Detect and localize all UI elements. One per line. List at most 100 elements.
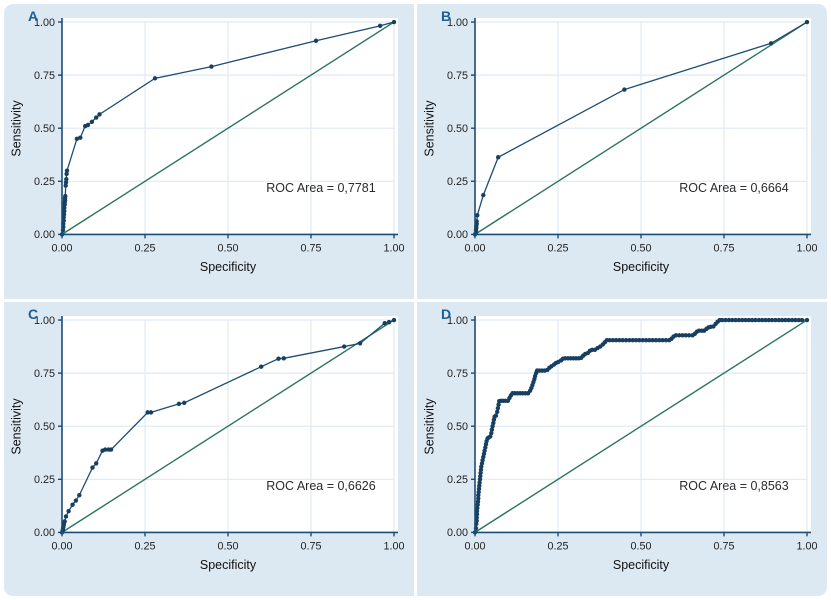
- data-point: [89, 119, 95, 125]
- data-point: [617, 337, 622, 342]
- y-axis-title: Sensitivity: [422, 100, 437, 157]
- data-point: [481, 192, 486, 198]
- data-point: [496, 155, 501, 160]
- x-tick-label: 0.50: [631, 242, 652, 254]
- data-point: [477, 476, 483, 482]
- x-tick-label: 0.50: [631, 540, 652, 552]
- data-point: [61, 212, 67, 217]
- y-tick-label: 0.25: [34, 474, 55, 486]
- data-point: [66, 508, 71, 513]
- data-point: [182, 400, 187, 405]
- data-point: [756, 317, 762, 322]
- data-point: [478, 467, 484, 472]
- y-tick-label: 1.00: [447, 17, 468, 29]
- x-axis-title: Specificity: [612, 260, 670, 274]
- data-point: [94, 115, 99, 120]
- x-tick-label: 1.00: [384, 242, 405, 254]
- data-point: [804, 317, 810, 322]
- data-point: [281, 355, 286, 360]
- data-point: [496, 401, 501, 407]
- data-point: [489, 426, 495, 432]
- roc-panel-d: D 0.00 0.25 0.50 0.75 1.00 0.00 0.25 0.50 0.75 1.…: [417, 301, 827, 596]
- data-point: [70, 502, 75, 507]
- x-tick-label: 0.75: [714, 242, 735, 254]
- data-point: [683, 332, 688, 338]
- data-point: [657, 337, 662, 342]
- data-point: [607, 337, 612, 342]
- data-point: [77, 492, 82, 497]
- data-point: [495, 409, 500, 414]
- data-point: [63, 193, 68, 199]
- data-point: [259, 364, 264, 369]
- roc-panel-b: B 0.00 0.25 0.50 0.75 1.00 0.00 0.25 0.50 0.75 1.…: [417, 4, 827, 299]
- data-point: [85, 122, 91, 128]
- data-point: [799, 317, 805, 322]
- reference-diagonal: [61, 318, 395, 533]
- x-tick-label: 0.00: [465, 242, 486, 254]
- roc-panel-c: C 0.00 0.25 0.50 0.75 1.00 0.00 0.25 0.50 0.75 1.…: [4, 301, 414, 596]
- data-point: [743, 317, 748, 322]
- y-tick-label: 0.75: [34, 70, 55, 82]
- data-point: [804, 19, 810, 25]
- roc-figure: A 0.00 0.25 0.50 0.75 1.00 0.00 0.25 0.50 0.75 1.…: [4, 4, 827, 596]
- data-point: [640, 337, 645, 342]
- data-point: [74, 136, 80, 142]
- y-tick-label: 0.75: [447, 367, 468, 379]
- x-tick-label: 0.25: [135, 242, 156, 254]
- data-point: [750, 317, 755, 322]
- data-point: [753, 317, 758, 322]
- data-point: [476, 492, 481, 497]
- data-point: [357, 340, 363, 346]
- y-tick-label: 1.00: [447, 314, 468, 326]
- data-point: [622, 87, 627, 92]
- data-point: [73, 497, 79, 503]
- roc-chart-b: 0.00 0.25 0.50 0.75 1.00 0.00 0.25 0.50 0.75 1.00: [447, 17, 817, 255]
- data-point: [63, 513, 69, 519]
- data-point: [760, 317, 765, 322]
- data-point: [637, 337, 642, 342]
- data-point: [779, 317, 785, 322]
- data-point: [63, 180, 69, 185]
- x-axis-title: Specificity: [199, 260, 257, 274]
- data-point: [733, 317, 738, 322]
- data-point: [746, 317, 752, 322]
- data-point: [720, 317, 725, 322]
- x-tick-label: 0.75: [301, 540, 322, 552]
- data-point: [647, 337, 652, 342]
- data-point: [789, 317, 795, 322]
- y-tick-label: 0.50: [34, 421, 55, 433]
- data-point: [476, 495, 481, 501]
- data-point: [474, 511, 480, 517]
- data-point: [386, 319, 392, 324]
- data-point: [342, 343, 347, 349]
- data-point: [650, 337, 655, 342]
- data-point: [610, 337, 615, 342]
- data-point: [148, 409, 154, 415]
- data-point: [776, 317, 781, 322]
- x-tick-label: 0.00: [465, 540, 486, 552]
- data-point: [783, 317, 788, 322]
- data-point: [643, 337, 649, 342]
- y-tick-label: 0.25: [447, 474, 468, 486]
- data-point: [145, 409, 150, 415]
- y-tick-label: 1.00: [34, 314, 55, 326]
- y-tick-label: 0.00: [34, 229, 55, 241]
- x-axis-title: Specificity: [612, 557, 670, 572]
- data-point: [64, 171, 69, 177]
- data-point: [627, 337, 632, 342]
- data-point: [736, 317, 742, 322]
- data-point: [663, 337, 669, 342]
- data-point: [476, 489, 481, 494]
- data-point: [773, 317, 778, 322]
- reference-diagonal: [61, 21, 395, 235]
- y-tick-label: 0.00: [447, 229, 468, 241]
- data-point: [740, 317, 745, 322]
- data-point: [488, 433, 493, 439]
- data-point: [726, 317, 732, 322]
- y-axis-title: Sensitivity: [9, 100, 24, 157]
- panel-letter-c: C: [28, 305, 39, 322]
- data-point: [377, 23, 383, 29]
- y-tick-label: 0.50: [447, 421, 468, 433]
- data-point: [313, 38, 319, 43]
- data-point: [768, 41, 774, 46]
